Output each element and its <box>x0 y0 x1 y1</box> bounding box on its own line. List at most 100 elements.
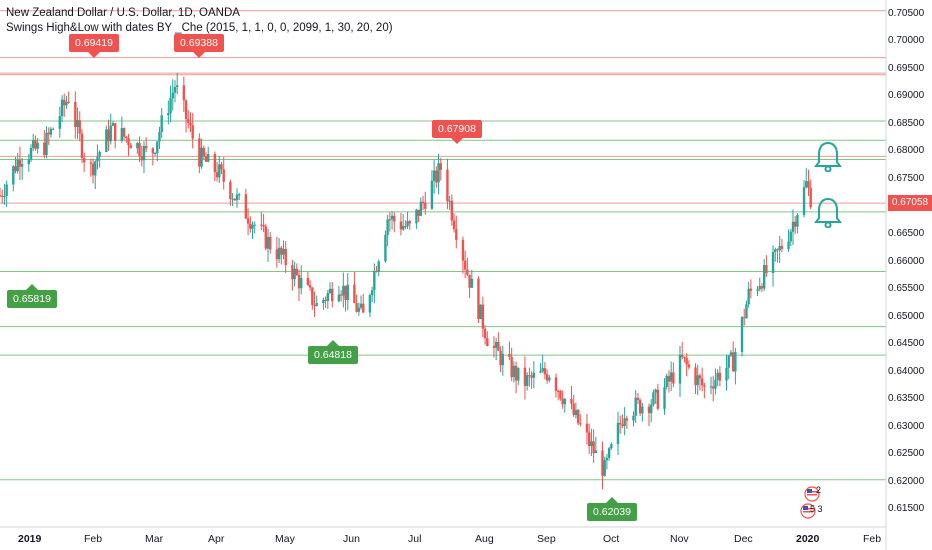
candle-body <box>67 101 70 103</box>
candle-body <box>262 224 265 227</box>
candle-body <box>89 162 93 164</box>
candle-body <box>632 415 635 421</box>
candle-body <box>355 303 358 312</box>
candle-body <box>127 138 130 145</box>
candle-body <box>548 377 551 381</box>
alert-bell-icon[interactable] <box>812 140 844 177</box>
time-label-oct: Oct <box>603 533 620 545</box>
candle-body <box>222 169 225 182</box>
candle-body <box>740 317 744 352</box>
candle-body <box>796 215 799 227</box>
candle-body <box>663 387 666 409</box>
candle-body <box>774 249 777 252</box>
us-flag-event-icon[interactable] <box>804 486 820 507</box>
candle-body <box>78 120 81 134</box>
candle-body <box>280 247 283 255</box>
candle-body <box>82 158 86 163</box>
candle-body <box>729 352 733 356</box>
candle-body <box>778 245 781 251</box>
candle-body <box>514 365 518 381</box>
candle-body <box>619 422 622 425</box>
candle-body <box>570 399 573 404</box>
candle-body <box>700 378 704 386</box>
swing-low-label-1: 0.65819 <box>7 284 57 308</box>
candle-body <box>716 372 719 380</box>
candle-body <box>725 367 728 381</box>
candle-body <box>421 201 425 203</box>
candle-body <box>156 141 159 153</box>
alert-bell-icon[interactable] <box>812 196 844 233</box>
candle-body <box>231 198 234 200</box>
time-label-2020: 2020 <box>796 533 820 545</box>
candle-body <box>34 140 37 149</box>
candle-body <box>572 403 575 415</box>
candle-body <box>435 170 438 183</box>
candle-body <box>805 181 808 188</box>
price-tick-label: 0.62000 <box>888 475 925 487</box>
candle-body <box>760 286 764 289</box>
candle-body <box>346 284 349 300</box>
swing-low-label-3: 0.62039 <box>587 497 637 521</box>
candle-body <box>479 304 482 319</box>
candle-body <box>654 389 657 393</box>
candle-body <box>512 365 516 378</box>
candle-body <box>204 156 208 162</box>
candle-body <box>1 195 4 197</box>
candle-body <box>556 390 560 392</box>
swing-high-label-3: 0.67908 <box>432 120 482 144</box>
candle-body <box>776 249 779 251</box>
candle-body <box>235 194 239 201</box>
candle-body <box>184 100 188 120</box>
candle-body <box>293 268 296 280</box>
candle-body <box>98 151 101 157</box>
candle-body <box>621 424 624 426</box>
candle-body <box>650 404 653 414</box>
candle-body <box>390 215 394 220</box>
candle-body <box>439 163 442 170</box>
candle-body <box>432 170 436 181</box>
event-count-lower: 5 3 <box>810 504 823 514</box>
time-label-feb-2020: Feb <box>863 533 882 545</box>
candle-body <box>158 132 161 142</box>
horizontal-levels <box>0 10 886 481</box>
candle-body <box>486 338 489 346</box>
candle-body <box>251 224 254 229</box>
candle-body <box>173 87 177 93</box>
candle-body <box>718 372 722 381</box>
candle-body <box>291 265 294 280</box>
candle-body <box>510 356 513 378</box>
candle-body <box>12 166 15 185</box>
candle-body <box>687 364 691 368</box>
candle-body <box>587 432 591 447</box>
candle-body <box>5 184 8 197</box>
candle-body <box>590 441 593 447</box>
candle-body <box>678 354 682 384</box>
candle-body <box>508 353 511 357</box>
candle-body <box>452 220 456 230</box>
us-flag-event-icon[interactable] <box>800 503 816 524</box>
candle-body <box>326 293 330 301</box>
candle-body <box>266 236 270 249</box>
candle-body <box>373 270 376 291</box>
candle-body <box>499 350 502 366</box>
candle-body <box>269 236 272 250</box>
candle-body <box>94 161 97 176</box>
candle-body <box>561 398 564 405</box>
candle-body <box>603 460 606 476</box>
candle-body <box>634 397 637 416</box>
candle-body <box>308 284 312 288</box>
time-label-aug: Aug <box>475 533 494 545</box>
candle-body <box>65 101 68 106</box>
candle-body <box>731 352 735 372</box>
candle-body <box>136 143 139 149</box>
candle-body <box>787 241 790 249</box>
candle-body <box>408 221 411 224</box>
time-label-jul: Jul <box>408 533 422 545</box>
candle-body <box>791 221 795 232</box>
candle-body <box>45 132 48 156</box>
time-label-apr: Apr <box>208 533 225 545</box>
candle-body <box>652 392 655 405</box>
candle-body <box>415 209 418 224</box>
price-tick-label: 0.66500 <box>888 227 925 239</box>
